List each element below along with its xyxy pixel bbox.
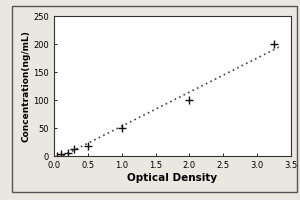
- Y-axis label: Concentration(ng/mL): Concentration(ng/mL): [22, 30, 31, 142]
- X-axis label: Optical Density: Optical Density: [128, 173, 218, 183]
